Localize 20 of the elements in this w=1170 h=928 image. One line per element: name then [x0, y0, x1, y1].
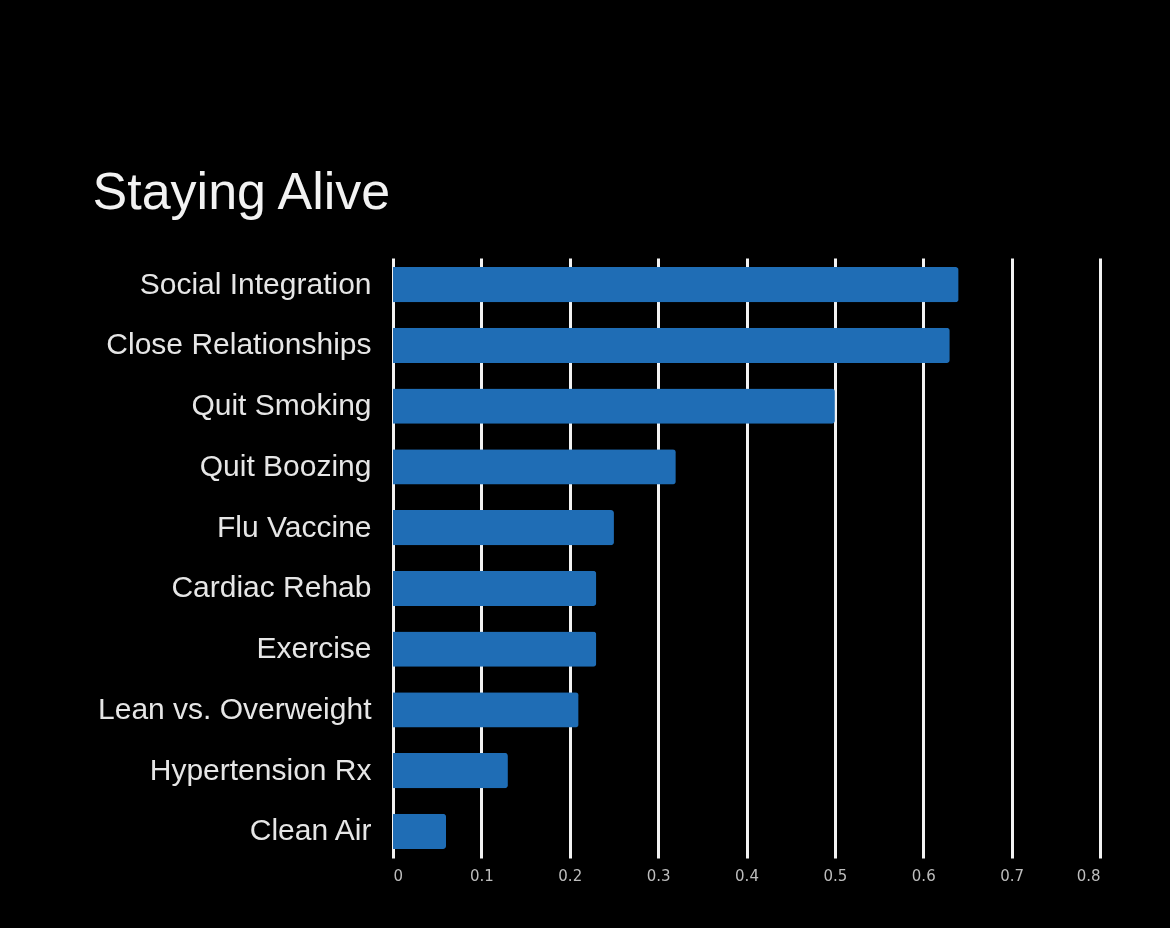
y-tick-label: Close Relationships: [106, 327, 372, 361]
x-tick-label: 0.8: [1076, 866, 1101, 885]
x-tick-label: 0: [393, 866, 404, 885]
chart-title: Staying Alive: [92, 162, 391, 220]
y-tick-label: Exercise: [256, 631, 372, 665]
x-tick-label: 0.5: [823, 866, 848, 885]
y-tick-label: Lean vs. Overweight: [98, 691, 373, 725]
y-tick-label: Quit Smoking: [191, 388, 372, 422]
y-tick-label: Social Integration: [139, 266, 372, 300]
y-tick-label: Quit Boozing: [199, 448, 372, 482]
y-tick-label: Cardiac Rehab: [171, 570, 372, 604]
x-tick-label: 0.6: [911, 866, 936, 885]
x-tick-label: 0.1: [469, 866, 494, 885]
x-tick-label: 0.4: [735, 866, 759, 885]
y-tick-label: Clean Air: [249, 813, 372, 847]
y-tick-label: Flu Vaccine: [216, 509, 372, 543]
x-tick-label: 0.7: [1000, 866, 1025, 885]
x-tick-label: 0.2: [558, 866, 583, 885]
y-tick-label: Hypertension Rx: [149, 752, 372, 786]
x-tick-label: 0.3: [646, 866, 671, 885]
